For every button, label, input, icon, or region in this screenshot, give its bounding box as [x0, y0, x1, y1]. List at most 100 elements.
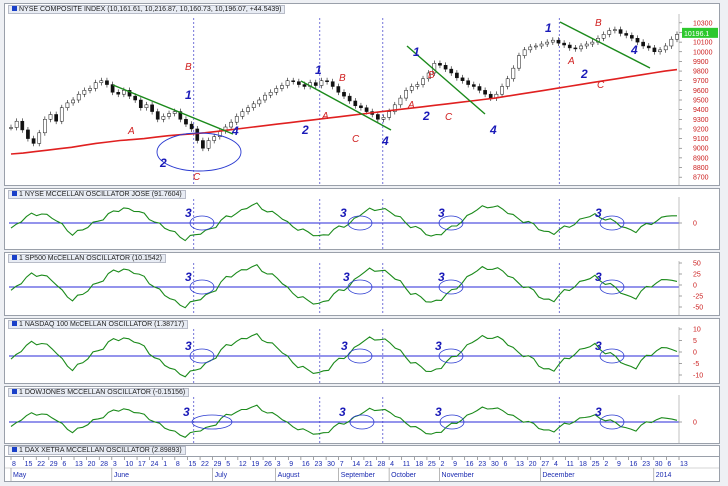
- candle-body: [381, 117, 386, 120]
- wave-label: 3: [435, 339, 442, 353]
- candle-body: [9, 127, 13, 129]
- candle-body: [646, 45, 651, 49]
- wave-label: 3: [339, 405, 346, 419]
- series-icon: [12, 255, 17, 260]
- x-tick-label: 24: [151, 461, 159, 468]
- candle-body: [285, 80, 290, 86]
- y-tick-label: 9800: [693, 69, 709, 76]
- candle-body: [534, 45, 538, 48]
- candle-body: [122, 90, 126, 95]
- candle-body: [601, 34, 606, 39]
- highlight-ellipse: [599, 279, 625, 295]
- candle-body: [392, 104, 397, 112]
- candle-body: [359, 105, 363, 108]
- x-tick-label: 16: [630, 461, 638, 468]
- x-tick-label: 13: [516, 461, 524, 468]
- candle-body: [426, 72, 431, 80]
- highlight-ellipse: [438, 348, 464, 364]
- candle-body: [376, 114, 380, 120]
- candle-body: [567, 44, 572, 49]
- wave-label: 1: [315, 63, 322, 77]
- candle-body: [93, 82, 98, 89]
- candle-body: [438, 63, 442, 66]
- wave-label: 3: [435, 405, 442, 419]
- series-icon: [12, 321, 17, 326]
- x-tick-label: 18: [579, 461, 587, 468]
- candle-body: [443, 65, 448, 70]
- candle-body: [573, 47, 578, 50]
- y-tick-label: 10000: [693, 49, 713, 56]
- month-label: December: [542, 472, 575, 479]
- candle-body: [675, 34, 679, 40]
- series-icon: [12, 191, 17, 196]
- candle-body: [613, 29, 617, 31]
- candle-body: [296, 81, 301, 85]
- wave-label: 2: [159, 156, 167, 170]
- x-tick-label: 11: [403, 461, 410, 468]
- candle-body: [522, 49, 527, 56]
- candle-body: [184, 119, 188, 125]
- wave-label: 3: [595, 339, 602, 353]
- y-tick-label: 0: [693, 350, 697, 357]
- x-tick-label: 25: [592, 461, 600, 468]
- candle-body: [26, 129, 30, 139]
- candle-body: [257, 99, 262, 105]
- y-tick-label: 50: [693, 261, 701, 268]
- y-tick-label: -5: [693, 361, 699, 368]
- candle-body: [155, 111, 160, 120]
- candle-body: [550, 39, 555, 43]
- candle-body: [477, 86, 482, 91]
- candle-body: [189, 123, 194, 130]
- x-tick-label: 4: [390, 461, 394, 468]
- x-tick-label: 27: [541, 461, 549, 468]
- candle-body: [43, 119, 47, 134]
- panel-title: 1 NYSE MCCELLAN OSCILLATOR JOSE (91.7604…: [8, 190, 186, 199]
- panel-title: 1 DAX XETRA MCCELLAN OSCILLATOR (2.89893…: [8, 446, 186, 455]
- candle-body: [545, 41, 550, 45]
- y-tick-label: 9100: [693, 136, 709, 143]
- y-tick-label: 10100: [693, 40, 713, 47]
- x-tick-label: 29: [50, 461, 58, 468]
- highlight-ellipse: [599, 348, 625, 364]
- candle-body: [528, 46, 533, 51]
- x-tick-label: 30: [655, 461, 663, 468]
- candle-body: [99, 80, 104, 83]
- panel-title: 1 SP500 McCELLAN OSCILLATOR (10.1542): [8, 254, 166, 263]
- candle-body: [415, 84, 420, 87]
- month-label: June: [114, 472, 129, 479]
- x-tick-label: 5: [226, 461, 230, 468]
- x-tick-label: 18: [415, 461, 423, 468]
- x-tick-label: 20: [529, 461, 537, 468]
- x-tick-label: 30: [327, 461, 335, 468]
- candle-body: [398, 97, 403, 106]
- wave-label: C: [445, 112, 453, 123]
- wave-label: B: [595, 18, 602, 29]
- candle-body: [421, 78, 425, 85]
- highlight-ellipse: [189, 348, 215, 364]
- y-tick-label: 0: [693, 283, 697, 290]
- y-tick-label: 9200: [693, 126, 709, 133]
- candle-body: [325, 80, 329, 82]
- candle-body: [263, 94, 267, 101]
- wave-label: 1: [413, 45, 420, 59]
- wave-label: A: [407, 100, 415, 111]
- x-tick-label: 9: [617, 461, 621, 468]
- panel-title: 1 NASDAQ 100 McCELLAN OSCILLATOR (1.3871…: [8, 320, 189, 329]
- x-tick-label: 12: [239, 461, 247, 468]
- candle-body: [302, 84, 307, 87]
- y-tick-label: 8900: [693, 155, 709, 162]
- candle-body: [663, 45, 668, 51]
- candle-body: [409, 86, 414, 91]
- oscillator-line: [10, 202, 677, 242]
- y-tick-label: 8800: [693, 165, 709, 172]
- candle-body: [195, 128, 200, 141]
- panel-title: NYSE COMPOSITE INDEX (10,161.61, 10,216.…: [8, 5, 286, 14]
- wave-label: 2: [301, 123, 309, 137]
- candle-body: [14, 120, 19, 128]
- candle-body: [280, 85, 284, 89]
- wave-label: 3: [185, 270, 192, 284]
- x-tick-label: 21: [365, 461, 373, 468]
- wave-label: 3: [595, 405, 602, 419]
- candle-body: [105, 80, 109, 85]
- panel-title-text: 1 DAX XETRA MCCELLAN OSCILLATOR (2.89893…: [19, 447, 182, 454]
